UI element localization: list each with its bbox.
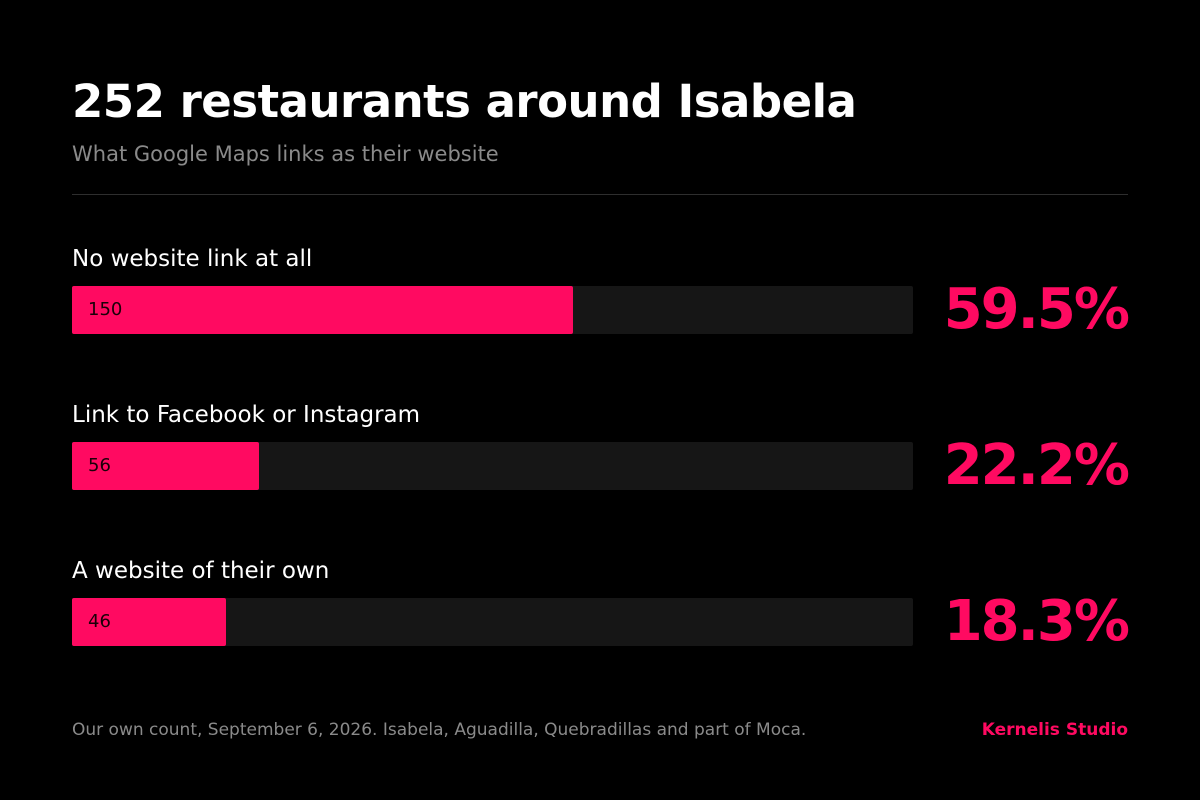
category-label: A website of their own bbox=[72, 558, 330, 584]
category-label: No website link at all bbox=[72, 246, 313, 272]
chart-subtitle: What Google Maps links as their website bbox=[72, 142, 499, 166]
bar-track: 150 bbox=[72, 286, 913, 334]
percent-label: 22.2% bbox=[943, 433, 1130, 498]
bar-value-label: 46 bbox=[88, 611, 111, 632]
bar-track: 56 bbox=[72, 442, 913, 490]
bar-row-own-website: A website of their own 46 18.3% bbox=[72, 556, 1130, 666]
bar-fill bbox=[72, 598, 226, 646]
brand-logo-text: Kernelis Studio bbox=[981, 720, 1128, 740]
bar-value-label: 56 bbox=[88, 455, 111, 476]
bar-row-no-website: No website link at all 150 59.5% bbox=[72, 244, 1130, 354]
source-footnote: Our own count, September 6, 2026. Isabel… bbox=[72, 720, 807, 740]
bar-track: 46 bbox=[72, 598, 913, 646]
bar-value-label: 150 bbox=[88, 299, 123, 320]
percent-label: 59.5% bbox=[943, 277, 1130, 342]
category-label: Link to Facebook or Instagram bbox=[72, 402, 421, 428]
bar-fill bbox=[72, 442, 259, 490]
percent-label: 18.3% bbox=[943, 589, 1130, 654]
bar-row-social: Link to Facebook or Instagram 56 22.2% bbox=[72, 400, 1130, 510]
header-divider bbox=[72, 194, 1128, 195]
chart-title: 252 restaurants around Isabela bbox=[72, 75, 857, 128]
bar-fill bbox=[72, 286, 573, 334]
